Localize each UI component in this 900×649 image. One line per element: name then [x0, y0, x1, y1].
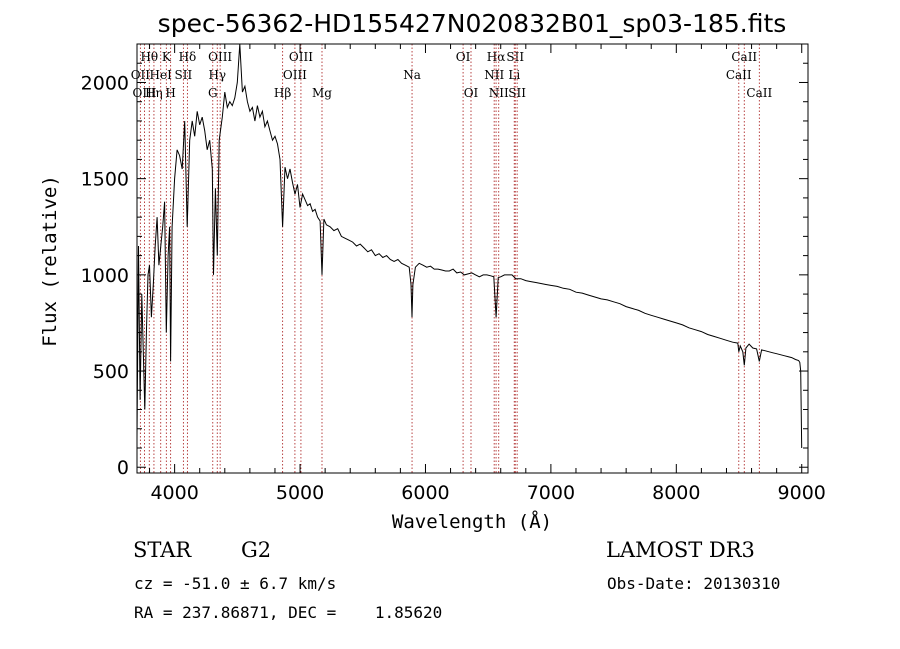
x-tick-label: 9000 [778, 482, 826, 504]
observation-date: Obs-Date: 20130310 [607, 574, 781, 593]
x-tick-label: 4000 [150, 482, 198, 504]
spectral-line-label: SII [508, 86, 526, 100]
spectral-line-label: OIII [289, 50, 313, 64]
x-tick-label: 8000 [652, 482, 700, 504]
y-axis-label: Flux (relative) [39, 175, 61, 347]
x-tick-label: 6000 [401, 482, 449, 504]
spectral-line-label: K [162, 50, 172, 64]
spectral-line-label: CaII [726, 68, 752, 82]
y-tick-label: 1000 [81, 265, 129, 287]
x-tick-label: 5000 [276, 482, 324, 504]
spectral-line-label: OII [131, 68, 151, 82]
y-tick-label: 1500 [81, 169, 129, 191]
spectral-line-label: OI [464, 86, 479, 100]
x-axis-label: Wavelength (Å) [392, 510, 552, 533]
spectral-line-label: Hδ [179, 50, 197, 64]
spectral-line-label: OIII [283, 68, 307, 82]
y-tick-label: 500 [93, 361, 129, 383]
object-type: STAR [133, 538, 192, 562]
spectral-line-label: Mg [312, 86, 332, 100]
y-tick-label: 0 [117, 457, 129, 479]
spectral-line-label: Na [403, 68, 421, 82]
spectral-line-label: OI [456, 50, 471, 64]
spectral-line-label: OIII [132, 86, 156, 100]
redshift-cz: cz = -51.0 ± 6.7 km/s [134, 574, 337, 593]
spectral-line-label: Hα [487, 50, 506, 64]
spectral-line-label: OIII [208, 50, 232, 64]
object-subclass: G2 [241, 538, 272, 562]
ra-dec-coordinates: RA = 237.86871, DEC = 1.85620 [134, 603, 443, 622]
spectral-line-label: NII [489, 86, 509, 100]
spectral-line-label: H [165, 86, 175, 100]
y-tick-label: 2000 [81, 72, 129, 94]
chart-title: spec-56362-HD155427N020832B01_sp03-185.f… [158, 9, 787, 38]
plot-frame [136, 43, 809, 474]
spectral-line-label: Hβ [274, 86, 291, 100]
spectral-line-label: Hθ [140, 50, 158, 64]
spectral-line-label: Hη [145, 86, 163, 100]
axis-ticks: 4000 5000 6000 7000 8000 9000 0 500 1000 1500 2000 [81, 44, 826, 504]
spectral-line-label: G [208, 86, 218, 100]
spectral-line-label: SII [506, 50, 524, 64]
spectral-line-label: CaII [731, 50, 757, 64]
spectrum-series-line [136, 43, 803, 449]
spectral-line-label: SII [175, 68, 193, 82]
spectral-line-label: Li [508, 68, 520, 82]
spectral-line-label: Hγ [208, 68, 226, 82]
x-tick-label: 7000 [527, 482, 575, 504]
survey-name: LAMOST DR3 [606, 538, 755, 562]
spectral-line-label: HeI [150, 68, 173, 82]
spectral-line-label: CaII [746, 86, 772, 100]
spectral-line-label: NII [484, 68, 504, 82]
